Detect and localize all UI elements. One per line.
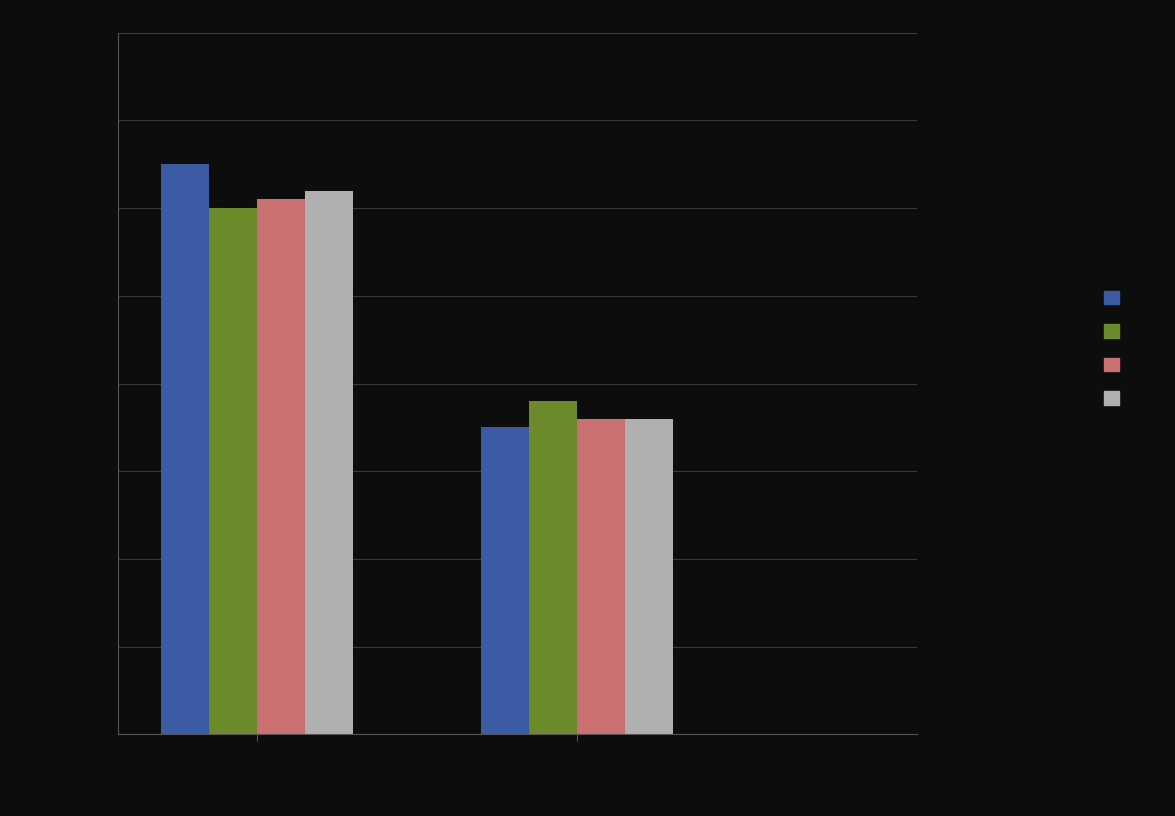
Bar [529, 401, 577, 734]
Bar [306, 190, 354, 734]
Bar [625, 419, 673, 734]
Bar [577, 419, 625, 734]
Bar [481, 428, 529, 734]
Bar [209, 208, 257, 734]
Bar [257, 199, 306, 734]
Legend: , , , : , , , [1096, 283, 1133, 414]
Bar [161, 164, 209, 734]
